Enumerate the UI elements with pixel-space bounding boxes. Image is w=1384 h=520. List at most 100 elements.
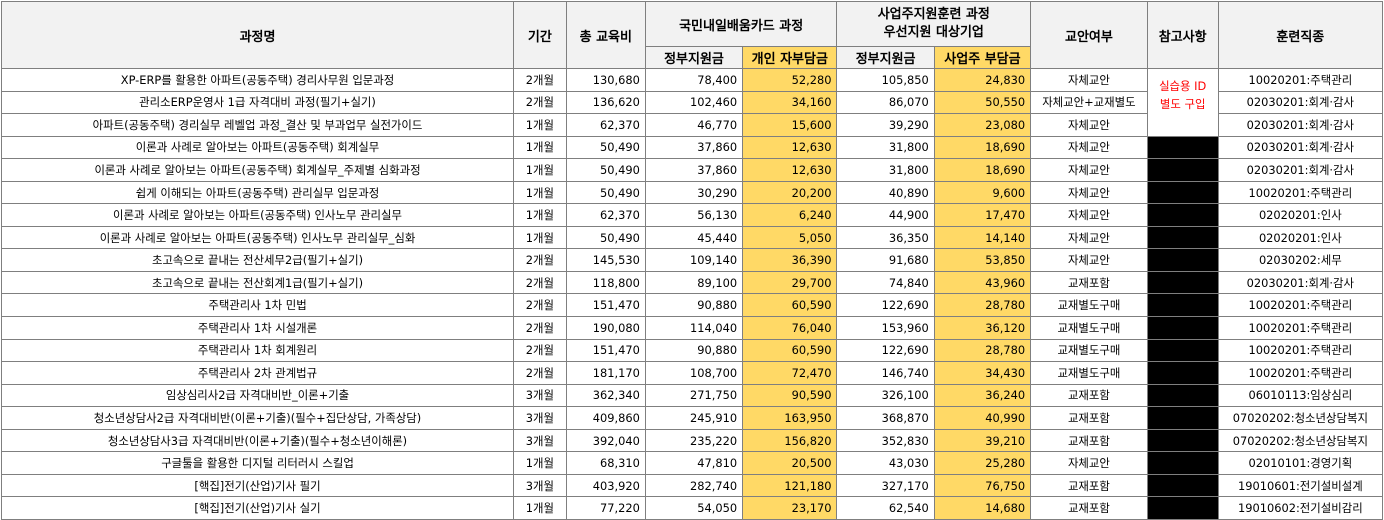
- cell-notes-redacted: [1146, 406, 1219, 430]
- cell-personal-burden: 163,950: [742, 406, 838, 430]
- cell-personal-burden: 5,050: [742, 225, 838, 250]
- cell-textbook: 자체교안: [1030, 68, 1148, 92]
- cell-gov-support-2: 105,850: [836, 68, 935, 92]
- cell-course-name: [핵집]전기(산업)기사 실기: [0, 496, 515, 520]
- table-row: 이론과 사례로 알아보는 아파트(공동주택) 인사노무 관리실무_심화 1개월 50…: [0, 225, 1384, 250]
- cell-textbook: 교재포함: [1030, 428, 1148, 453]
- cell-gov-support: 235,220: [644, 428, 744, 453]
- cell-gov-support-2: 43,030: [836, 451, 935, 475]
- cell-job-type: 02030202:세무: [1217, 248, 1384, 272]
- header-total-fee: 총 교육비: [565, 1, 646, 69]
- notes-line-2: 별도 구입: [1159, 97, 1206, 111]
- table-row: 구글툴을 활용한 디지털 리터러시 스킬업 1개월 68,310 47,810 20,5…: [0, 451, 1384, 475]
- cell-course-name: 청소년상담사2급 자격대비반(이론+기출)(필수+집단상담, 가족상담): [0, 406, 515, 430]
- cell-gov-support-2: 153,960: [836, 316, 935, 340]
- cell-gov-support: 282,740: [644, 473, 744, 498]
- cell-gov-support: 47,810: [644, 451, 744, 475]
- table-row: 관리소ERP운영사 1급 자격대비 과정(필기+실기) 2개월 136,620 102…: [0, 90, 1384, 115]
- cell-personal-burden: 76,040: [742, 316, 838, 340]
- cell-employer-burden: 40,990: [933, 406, 1032, 430]
- cell-gov-support-2: 36,350: [836, 225, 935, 250]
- header-textbook: 교안여부: [1030, 1, 1148, 69]
- cell-total-fee: 190,080: [565, 316, 646, 340]
- cell-job-type: 10020201:주택관리: [1217, 68, 1384, 92]
- cell-course-name: XP-ERP를 활용한 아파트(공동주택) 경리사무원 입문과정: [0, 68, 515, 92]
- cell-notes-redacted: [1146, 248, 1219, 272]
- cell-gov-support-2: 62,540: [836, 496, 935, 520]
- table-row: 주택관리사 1차 민법 2개월 151,470 90,880 60,590 122,690…: [0, 293, 1384, 318]
- cell-textbook: 교재포함: [1030, 383, 1148, 408]
- header-gov-support: 정부지원금: [644, 46, 744, 69]
- cell-period: 3개월: [513, 406, 567, 430]
- cell-course-name: 이론과 사례로 알아보는 아파트(공동주택) 회계실무_주제별 심화과정: [0, 158, 515, 182]
- cell-course-name: 주택관리사 1차 회계원리: [0, 338, 515, 363]
- cell-gov-support: 245,910: [644, 406, 744, 430]
- cell-employer-burden: 43,960: [933, 270, 1032, 295]
- cell-gov-support-2: 39,290: [836, 113, 935, 137]
- cell-job-type: 10020201:주택관리: [1217, 338, 1384, 363]
- cell-gov-support-2: 327,170: [836, 473, 935, 498]
- table-row: 이론과 사례로 알아보는 아파트(공동주택) 회계실무 1개월 50,490 37,8…: [0, 135, 1384, 160]
- cell-gov-support-2: 86,070: [836, 90, 935, 115]
- cell-personal-burden: 15,600: [742, 113, 838, 137]
- header-personal-burden: 개인 자부담금: [742, 46, 838, 69]
- cell-period: 2개월: [513, 90, 567, 115]
- cell-total-fee: 181,170: [565, 361, 646, 385]
- cell-course-name: 이론과 사례로 알아보는 아파트(공동주택) 인사노무 관리실무_심화: [0, 225, 515, 250]
- cell-notes-redacted: [1146, 293, 1219, 318]
- cell-course-name: 임상심리사2급 자격대비반_이론+기출: [0, 383, 515, 408]
- table-row: XP-ERP를 활용한 아파트(공동주택) 경리사무원 입문과정 2개월 130,6…: [0, 68, 1384, 137]
- cell-personal-burden: 6,240: [742, 203, 838, 227]
- cell-total-fee: 77,220: [565, 496, 646, 520]
- cell-total-fee: 62,370: [565, 203, 646, 227]
- header-card-group: 국민내일배움카드 과정: [644, 1, 838, 47]
- cell-total-fee: 136,620: [565, 90, 646, 115]
- table-row: 청소년상담사3급 자격대비반(이론+기출)(필수+청소년이해론) 3개월 392,0…: [0, 428, 1384, 453]
- cell-job-type: 02030201:회계·감사: [1217, 90, 1384, 115]
- cell-period: 1개월: [513, 135, 567, 160]
- cell-personal-burden: 72,470: [742, 361, 838, 385]
- cell-employer-burden: 34,430: [933, 361, 1032, 385]
- cell-personal-burden: 52,280: [742, 68, 838, 92]
- cell-gov-support: 109,140: [644, 248, 744, 272]
- cell-employer-burden: 17,470: [933, 203, 1032, 227]
- cell-textbook: 자체교안: [1030, 158, 1148, 182]
- cell-gov-support-2: 40,890: [836, 180, 935, 205]
- cell-employer-burden: 14,680: [933, 496, 1032, 520]
- cell-employer-burden: 18,690: [933, 158, 1032, 182]
- cell-period: 1개월: [513, 451, 567, 475]
- cell-gov-support: 78,400: [644, 68, 744, 92]
- cell-total-fee: 50,490: [565, 135, 646, 160]
- cell-notes-redacted: [1146, 203, 1219, 227]
- cell-period: 2개월: [513, 293, 567, 318]
- cell-total-fee: 50,490: [565, 180, 646, 205]
- cell-textbook: 교재포함: [1030, 270, 1148, 295]
- cell-total-fee: 62,370: [565, 113, 646, 137]
- cell-period: 1개월: [513, 158, 567, 182]
- cell-gov-support: 114,040: [644, 316, 744, 340]
- cell-personal-burden: 60,590: [742, 338, 838, 363]
- cell-total-fee: 50,490: [565, 158, 646, 182]
- cell-textbook: 교재별도구매: [1030, 316, 1148, 340]
- cell-gov-support-2: 352,830: [836, 428, 935, 453]
- cell-period: 1개월: [513, 225, 567, 250]
- cell-job-type: 02030201:회계·감사: [1217, 158, 1384, 182]
- cell-job-type: 02030201:회계·감사: [1217, 270, 1384, 295]
- cell-period: 1개월: [513, 180, 567, 205]
- table-row: [핵집]전기(산업)기사 필기 3개월 403,920 282,740 121,180 3…: [0, 473, 1384, 498]
- cell-personal-burden: 20,200: [742, 180, 838, 205]
- cell-course-name: 초고속으로 끝내는 전산세무2급(필기+실기): [0, 248, 515, 272]
- cell-course-name: 구글툴을 활용한 디지털 리터러시 스킬업: [0, 451, 515, 475]
- cell-textbook: 자체교안: [1030, 180, 1148, 205]
- cell-gov-support: 46,770: [644, 113, 744, 137]
- cell-gov-support: 56,130: [644, 203, 744, 227]
- cell-employer-burden: 23,080: [933, 113, 1032, 137]
- table-row: 이론과 사례로 알아보는 아파트(공동주택) 인사노무 관리실무 1개월 62,37…: [0, 203, 1384, 227]
- cell-gov-support-2: 146,740: [836, 361, 935, 385]
- cell-personal-burden: 156,820: [742, 428, 838, 453]
- cell-gov-support-2: 31,800: [836, 135, 935, 160]
- cell-notes-practice-id: 실습용 ID 별도 구입: [1146, 68, 1219, 137]
- cell-total-fee: 151,470: [565, 293, 646, 318]
- cell-course-name: 주택관리사 1차 민법: [0, 293, 515, 318]
- cell-gov-support: 102,460: [644, 90, 744, 115]
